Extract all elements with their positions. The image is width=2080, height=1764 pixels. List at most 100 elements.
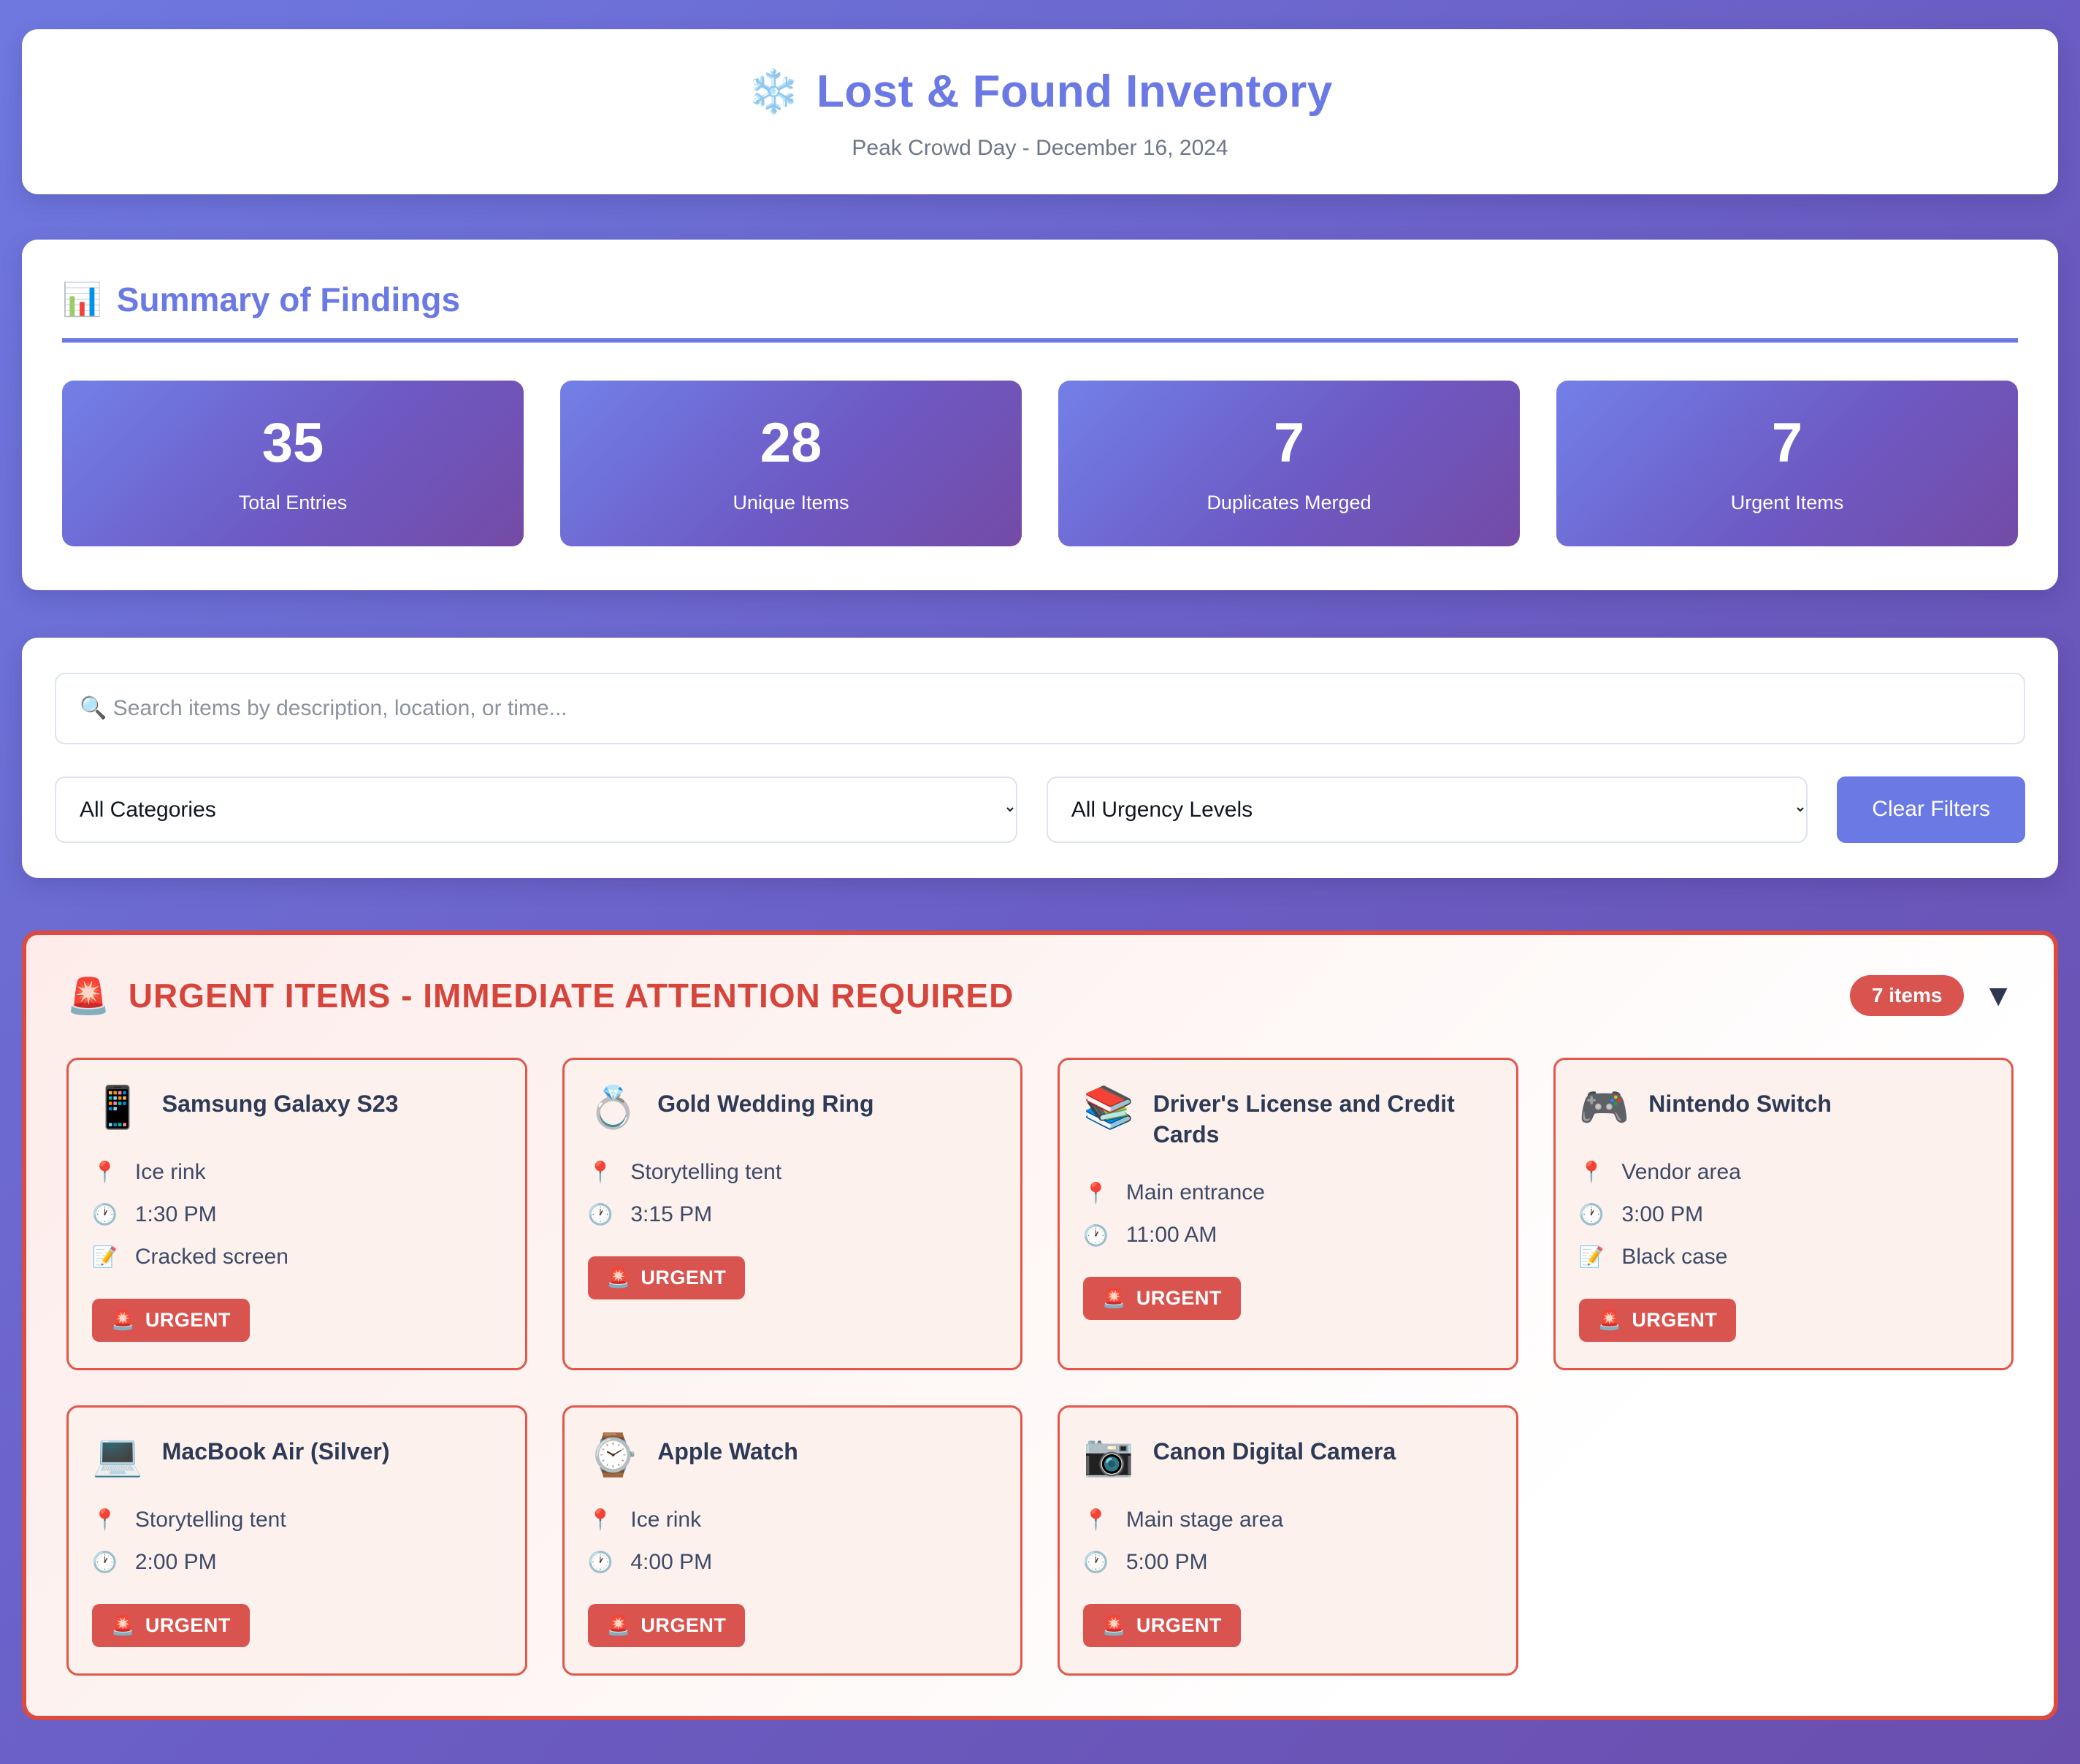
clock-icon: 🕐: [587, 1551, 613, 1574]
urgent-badge: 🚨 URGENT: [92, 1298, 250, 1342]
urgent-items-grid: 📱 Samsung Galaxy S23 📍 Ice rink 🕐 1:30 P…: [66, 1057, 2014, 1676]
urgent-item-card: 📷 Canon Digital Camera 📍 Main stage area…: [1058, 1405, 1518, 1676]
page-subtitle: Peak Crowd Day - December 16, 2024: [852, 136, 1228, 161]
summary-heading: 📊 Summary of Findings: [62, 280, 2018, 343]
item-title: Nintendo Switch: [1648, 1090, 1832, 1117]
item-location: Ice rink: [630, 1507, 702, 1532]
urgent-badge-label: URGENT: [1136, 1614, 1222, 1636]
item-location-row: 📍 Storytelling tent: [588, 1160, 998, 1185]
item-details: 📍 Ice rink 🕐 4:00 PM: [588, 1508, 998, 1575]
urgent-item-card: 📱 Samsung Galaxy S23 📍 Ice rink 🕐 1:30 P…: [66, 1057, 527, 1370]
urgent-badge: 🚨 URGENT: [92, 1603, 250, 1647]
item-category-icon: 📷: [1083, 1431, 1134, 1478]
memo-icon: 📝: [1578, 1245, 1605, 1269]
siren-icon: 🚨: [111, 1614, 135, 1636]
memo-icon: 📝: [92, 1245, 118, 1269]
item-details: 📍 Ice rink 🕐 1:30 PM 📝 Cracked screen: [92, 1160, 502, 1269]
urgent-badge-label: URGENT: [145, 1308, 231, 1331]
item-header: 📱 Samsung Galaxy S23: [92, 1085, 502, 1129]
clear-filters-button[interactable]: Clear Filters: [1837, 776, 2025, 843]
stat-value: 28: [760, 412, 822, 475]
location-pin-icon: 📍: [92, 1508, 118, 1532]
urgent-badge-label: URGENT: [145, 1614, 231, 1636]
item-time-row: 🕐 2:00 PM: [92, 1550, 502, 1575]
urgent-badge-label: URGENT: [641, 1266, 727, 1288]
page-title: ❄️ Lost & Found Inventory: [747, 66, 1333, 117]
stat-card: 35 Total Entries: [62, 381, 524, 546]
header-card: ❄️ Lost & Found Inventory Peak Crowd Day…: [22, 29, 2058, 195]
item-location-row: 📍 Main entrance: [1083, 1180, 1493, 1205]
item-note: Cracked screen: [134, 1244, 288, 1269]
item-note: Black case: [1621, 1244, 1728, 1269]
item-time: 3:15 PM: [630, 1202, 713, 1226]
search-input[interactable]: [55, 672, 2025, 744]
urgent-badge: 🚨 URGENT: [587, 1603, 746, 1647]
urgency-select[interactable]: All Urgency Levels: [1046, 776, 1808, 843]
item-title: MacBook Air (Silver): [161, 1437, 390, 1465]
bar-chart-icon: 📊: [62, 282, 102, 318]
item-time-row: 🕐 3:00 PM: [1579, 1202, 1989, 1227]
siren-icon: 🚨: [66, 977, 111, 1016]
summary-card: 📊 Summary of Findings 35 Total Entries 2…: [22, 240, 2058, 590]
item-title: Canon Digital Camera: [1152, 1437, 1396, 1465]
item-note-row: 📝 Black case: [1579, 1245, 1989, 1269]
collapse-chevron-icon[interactable]: ▼: [1983, 978, 2014, 1013]
item-time-row: 🕐 4:00 PM: [588, 1550, 998, 1575]
item-time: 11:00 AM: [1125, 1223, 1217, 1248]
item-details: 📍 Vendor area 🕐 3:00 PM 📝 Black case: [1579, 1160, 1989, 1269]
stat-value: 7: [1771, 412, 1803, 475]
item-title: Samsung Galaxy S23: [161, 1090, 399, 1117]
item-details: 📍 Storytelling tent 🕐 2:00 PM: [92, 1508, 502, 1575]
page-title-text: Lost & Found Inventory: [816, 66, 1333, 117]
siren-icon: 🚨: [606, 1614, 631, 1636]
item-location-row: 📍 Storytelling tent: [92, 1508, 502, 1532]
siren-icon: 🚨: [111, 1308, 135, 1331]
filters-card: All Categories All Urgency Levels Clear …: [22, 637, 2058, 878]
item-time-row: 🕐 11:00 AM: [1083, 1223, 1493, 1248]
item-location: Storytelling tent: [630, 1159, 782, 1184]
clock-icon: 🕐: [1083, 1223, 1109, 1247]
location-pin-icon: 📍: [1578, 1161, 1605, 1184]
item-time-row: 🕐 3:15 PM: [588, 1202, 998, 1227]
item-location: Main entrance: [1125, 1180, 1265, 1205]
urgent-items-section: 🚨 URGENT ITEMS - IMMEDIATE ATTENTION REQ…: [22, 930, 2058, 1720]
siren-icon: 🚨: [1597, 1308, 1622, 1331]
item-header: 📷 Canon Digital Camera: [1083, 1431, 1493, 1478]
clock-icon: 🕐: [92, 1203, 118, 1226]
urgent-badge-label: URGENT: [1632, 1308, 1718, 1331]
category-select[interactable]: All Categories: [55, 776, 1017, 843]
urgent-section-header: 🚨 URGENT ITEMS - IMMEDIATE ATTENTION REQ…: [66, 975, 2014, 1017]
item-category-icon: 💻: [92, 1431, 143, 1478]
clock-icon: 🕐: [1578, 1203, 1605, 1226]
clock-icon: 🕐: [92, 1551, 118, 1574]
item-time: 5:00 PM: [1125, 1549, 1208, 1574]
item-note-row: 📝 Cracked screen: [92, 1245, 502, 1269]
location-pin-icon: 📍: [1083, 1181, 1109, 1204]
item-category-icon: 📚: [1083, 1083, 1134, 1130]
urgent-section-title-text: URGENT ITEMS - IMMEDIATE ATTENTION REQUI…: [128, 977, 1014, 1015]
item-location: Ice rink: [134, 1159, 206, 1184]
item-time: 2:00 PM: [134, 1549, 217, 1574]
clock-icon: 🕐: [587, 1203, 613, 1226]
urgent-section-title: 🚨 URGENT ITEMS - IMMEDIATE ATTENTION REQ…: [66, 975, 1014, 1017]
item-time: 4:00 PM: [630, 1549, 713, 1574]
item-time: 3:00 PM: [1621, 1202, 1704, 1226]
summary-heading-text: Summary of Findings: [116, 280, 461, 319]
item-time: 1:30 PM: [134, 1202, 217, 1226]
item-time-row: 🕐 1:30 PM: [92, 1202, 502, 1227]
item-location: Main stage area: [1125, 1507, 1284, 1532]
item-location-row: 📍 Main stage area: [1083, 1508, 1493, 1532]
stat-card: 7 Duplicates Merged: [1058, 381, 1520, 546]
stat-label: Duplicates Merged: [1207, 491, 1372, 513]
stat-label: Urgent Items: [1730, 491, 1844, 513]
urgent-item-card: 📚 Driver's License and Credit Cards 📍 Ma…: [1058, 1057, 1518, 1370]
item-category-icon: ⌚: [587, 1431, 639, 1478]
stat-card: 7 Urgent Items: [1556, 381, 2018, 546]
item-header: 📚 Driver's License and Credit Cards: [1083, 1083, 1493, 1150]
item-time-row: 🕐 5:00 PM: [1083, 1550, 1493, 1575]
urgent-badge: 🚨 URGENT: [1083, 1277, 1241, 1321]
item-category-icon: 💍: [587, 1083, 639, 1130]
urgent-item-card: ⌚ Apple Watch 📍 Ice rink 🕐 4:00 PM 🚨 URG…: [562, 1405, 1022, 1676]
item-header: 💻 MacBook Air (Silver): [92, 1431, 502, 1478]
siren-icon: 🚨: [1102, 1614, 1126, 1636]
